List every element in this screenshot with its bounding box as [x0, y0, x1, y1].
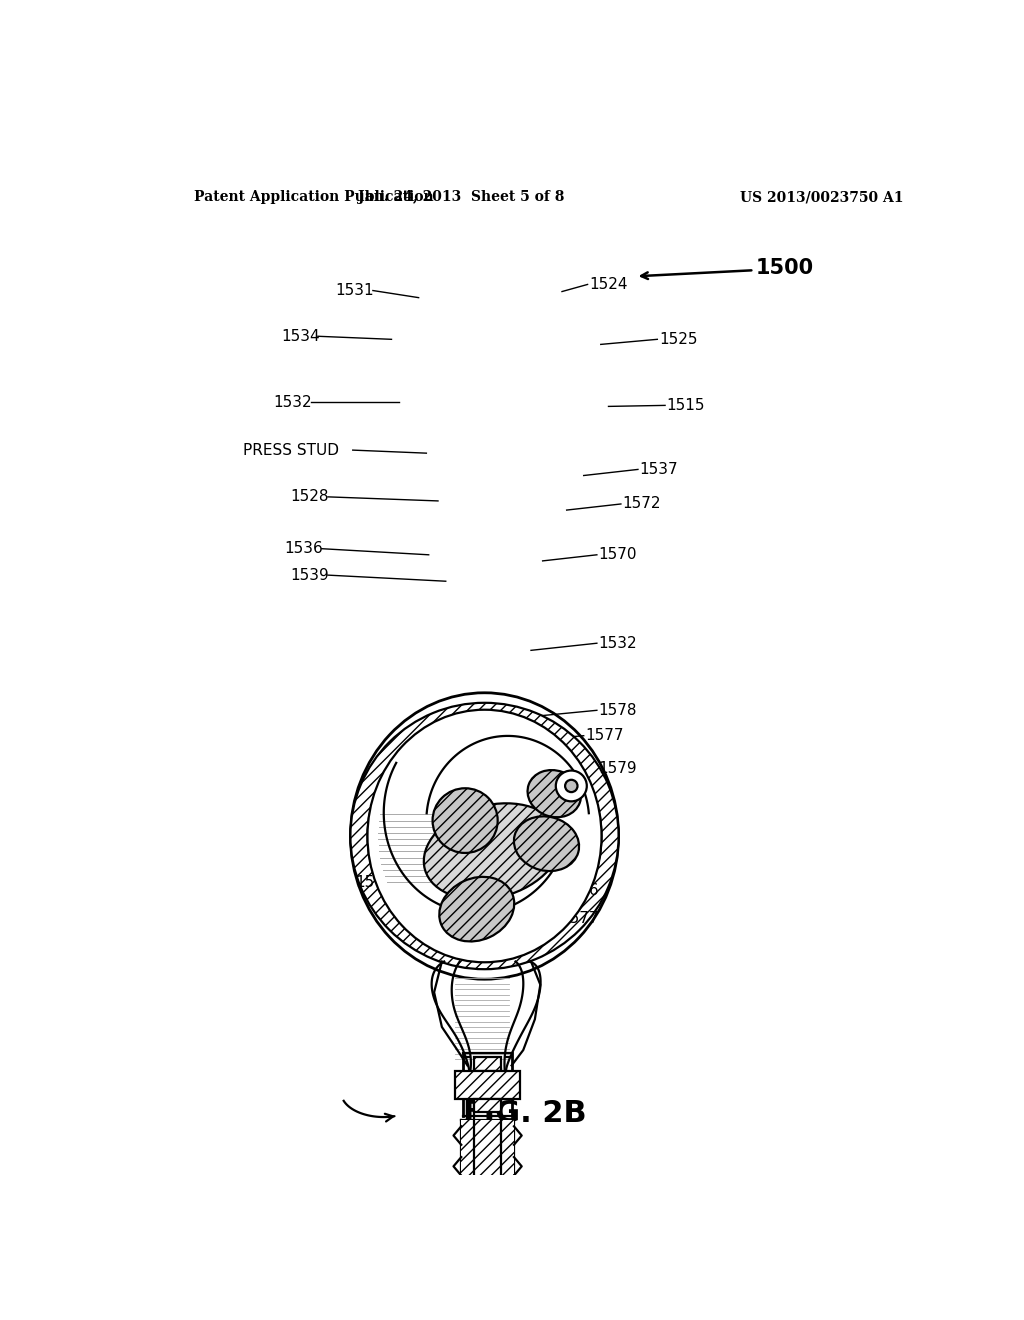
Text: PRESS STUD: PRESS STUD — [243, 442, 339, 458]
Text: 1536: 1536 — [285, 541, 324, 556]
Ellipse shape — [439, 876, 514, 941]
Bar — [474, 1098, 501, 1113]
Bar — [474, 1057, 501, 1071]
Text: 1531: 1531 — [335, 282, 374, 298]
Text: 1572: 1572 — [623, 496, 660, 511]
Ellipse shape — [514, 816, 580, 871]
Text: 1532: 1532 — [273, 395, 312, 409]
Text: 1500: 1500 — [756, 259, 814, 279]
Text: 1525: 1525 — [658, 331, 697, 347]
Circle shape — [556, 771, 587, 801]
Text: 1570: 1570 — [598, 548, 637, 562]
Text: 1577: 1577 — [560, 911, 599, 927]
Wedge shape — [350, 702, 618, 969]
Ellipse shape — [350, 693, 618, 979]
Text: 1537: 1537 — [640, 462, 678, 477]
Text: Jan. 24, 2013  Sheet 5 of 8: Jan. 24, 2013 Sheet 5 of 8 — [358, 190, 564, 205]
Text: 1578: 1578 — [598, 702, 637, 718]
Text: Patent Application Publication: Patent Application Publication — [194, 190, 433, 205]
Text: 1528: 1528 — [291, 490, 330, 504]
Text: 1576: 1576 — [560, 883, 599, 898]
Bar — [463, 1217, 512, 1239]
Text: 1577: 1577 — [586, 729, 624, 743]
Circle shape — [565, 780, 578, 792]
Text: 1534: 1534 — [282, 329, 321, 343]
Text: 1524: 1524 — [589, 277, 628, 292]
Text: FIG. 2B: FIG. 2B — [463, 1100, 587, 1129]
Bar — [455, 1071, 520, 1098]
Text: 1539: 1539 — [291, 568, 330, 582]
Circle shape — [432, 788, 498, 853]
Text: 1579: 1579 — [598, 760, 637, 776]
Ellipse shape — [368, 710, 601, 962]
Ellipse shape — [527, 770, 581, 817]
Bar — [461, 1121, 514, 1213]
Text: 1532: 1532 — [598, 636, 637, 651]
Text: 1575: 1575 — [355, 875, 393, 890]
Ellipse shape — [424, 804, 561, 899]
Text: US 2013/0023750 A1: US 2013/0023750 A1 — [740, 190, 904, 205]
Text: 1515: 1515 — [667, 397, 706, 413]
